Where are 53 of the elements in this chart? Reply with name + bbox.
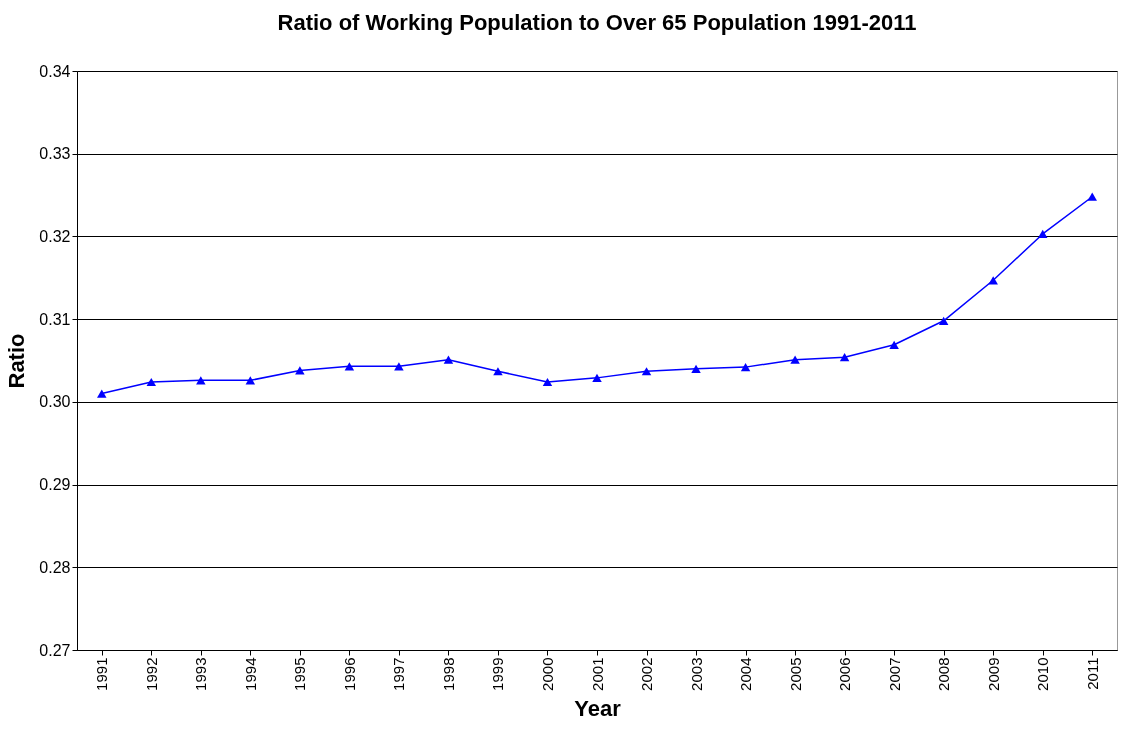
point: [1037, 229, 1048, 239]
point: [146, 377, 157, 387]
x-tick-label: 2004: [737, 657, 755, 691]
y-tick-label: 0.27: [39, 641, 71, 659]
point: [938, 316, 949, 325]
x-tick-label: 1991: [93, 657, 111, 691]
x-tick-label: 2000: [538, 657, 556, 691]
point: [889, 340, 899, 349]
point: [97, 389, 107, 398]
x-tick-label: 2011: [1083, 657, 1101, 690]
point: [740, 363, 751, 372]
point: [394, 362, 404, 371]
point: [344, 362, 355, 371]
x-tick-label: 2006: [836, 657, 854, 691]
x-tick-label: 1995: [291, 657, 309, 691]
x-tick-label: 1993: [192, 657, 210, 691]
y-tick-label: 0.32: [39, 227, 71, 245]
x-tick-label: 1998: [439, 657, 457, 691]
x-tick-label: 2002: [638, 657, 656, 691]
x-tick-label: 1999: [489, 657, 507, 691]
x-tick-label: 2003: [687, 657, 705, 691]
y-tick-label: 0.31: [39, 310, 71, 328]
point: [1087, 192, 1097, 201]
point: [691, 364, 701, 373]
point: [196, 376, 206, 385]
x-tick-label: 2001: [588, 657, 606, 691]
x-tick-label: 1996: [340, 657, 358, 691]
x-axis-title: Year: [574, 695, 622, 721]
y-tick-label: 0.28: [39, 558, 71, 576]
point: [790, 355, 800, 364]
y-tick-label: 0.34: [39, 62, 71, 80]
x-tick-label: 2005: [786, 657, 804, 691]
point: [295, 366, 305, 375]
y-tick-label: 0.29: [39, 476, 71, 494]
x-tick-label: 2008: [935, 657, 953, 691]
point: [493, 367, 503, 376]
x-tick-label: 2010: [1034, 657, 1052, 691]
x-tick-label: 1997: [390, 657, 408, 691]
point: [592, 373, 602, 382]
chart-title: Ratio of Working Population to Over 65 Population 1991-2011: [277, 10, 917, 35]
y-tick-label: 0.30: [39, 393, 71, 411]
x-tick-label: 1994: [241, 657, 259, 691]
point: [443, 355, 454, 364]
y-axis-title: Ratio: [4, 333, 30, 389]
point: [839, 353, 850, 362]
x-tick-label: 2009: [984, 657, 1002, 691]
point: [641, 367, 652, 376]
x-tick-label: 2007: [885, 657, 903, 691]
y-tick-label: 0.33: [39, 145, 71, 163]
point: [988, 276, 998, 285]
point: [542, 377, 553, 387]
point: [245, 376, 256, 385]
x-tick-label: 1992: [142, 657, 160, 691]
